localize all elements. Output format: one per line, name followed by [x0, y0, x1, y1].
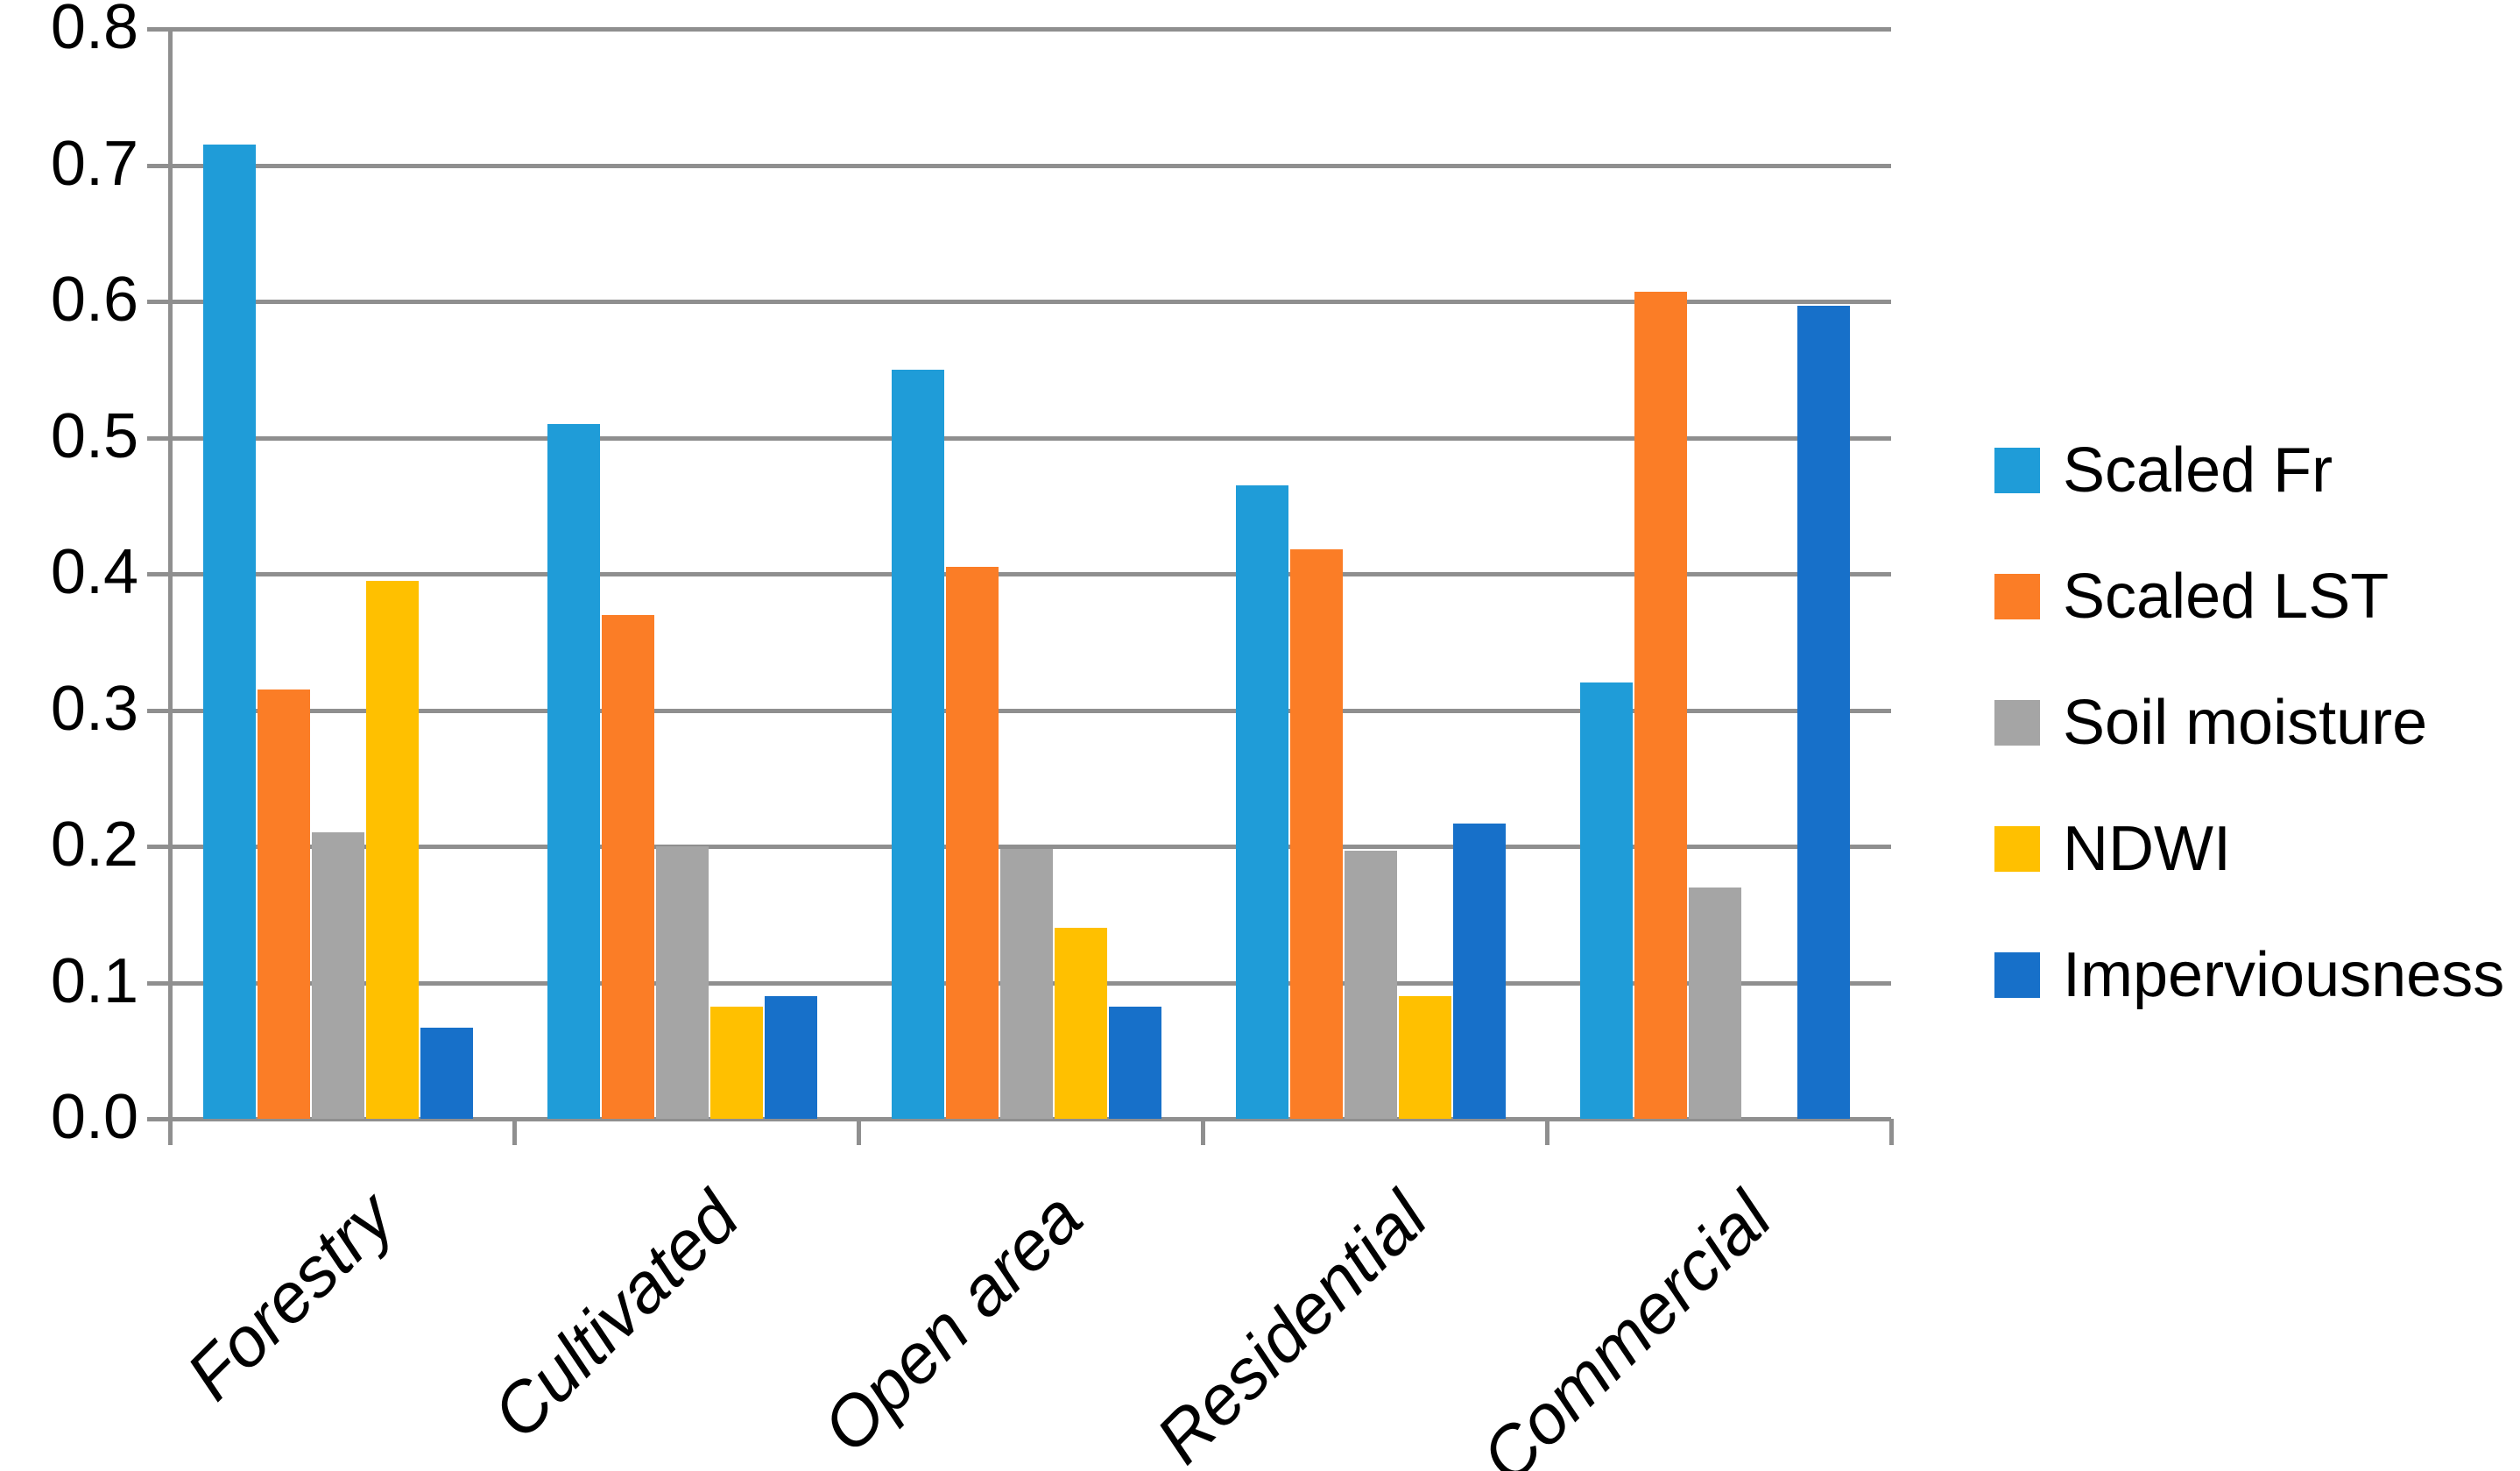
bar-ndwi-residential: [1399, 996, 1451, 1119]
bar-ndwi-forestry: [366, 580, 419, 1119]
bar-scaled-lst-commercial: [1634, 292, 1687, 1119]
y-tick-label: 0.2: [50, 810, 138, 880]
bar-soil-moisture-residential: [1345, 850, 1397, 1119]
bar-scaled-lst-residential: [1290, 549, 1343, 1119]
x-axis-tick: [1201, 1119, 1205, 1145]
bar-soil-moisture-open-area: [1000, 849, 1053, 1119]
legend-swatch-scaled-lst: [1994, 574, 2040, 619]
bar-scaled-fr-cultivated: [547, 423, 600, 1119]
bar-soil-moisture-cultivated: [656, 846, 709, 1119]
bar-ndwi-cultivated: [710, 1007, 763, 1119]
x-axis-tick: [512, 1119, 517, 1145]
bar-ndwi-open-area: [1055, 928, 1107, 1119]
bar-imperviousness-forestry: [420, 1027, 473, 1119]
legend-swatch-imperviousness: [1994, 952, 2040, 998]
y-tick-label: 0.8: [50, 0, 138, 62]
y-tick-label: 0.3: [50, 673, 138, 744]
legend-label-soil-moisture: Soil moisture: [2063, 688, 2428, 758]
legend-swatch-scaled-fr: [1994, 448, 2040, 493]
gridline-0.8: [147, 27, 1891, 32]
gridline-0.6: [147, 300, 1891, 304]
gridline-0.4: [147, 572, 1891, 576]
x-category-label-commercial: Commercial: [1465, 1178, 1786, 1471]
x-axis-tick: [1545, 1119, 1549, 1145]
bar-soil-moisture-commercial: [1689, 887, 1741, 1119]
bar-scaled-lst-forestry: [258, 690, 310, 1119]
y-tick-label: 0.0: [50, 1082, 138, 1152]
bar-scaled-fr-residential: [1236, 484, 1288, 1119]
legend-item-scaled-fr: Scaled Fr: [1994, 437, 2333, 504]
gridline-0.7: [147, 163, 1891, 168]
legend-label-ndwi: NDWI: [2063, 814, 2231, 884]
bar-imperviousness-cultivated: [765, 996, 817, 1119]
gridline-0.3: [147, 708, 1891, 713]
bar-imperviousness-open-area: [1109, 1007, 1161, 1119]
gridline-0.2: [147, 845, 1891, 849]
x-category-label-forestry: Forestry: [172, 1178, 409, 1415]
bar-imperviousness-commercial: [1797, 305, 1850, 1119]
legend-swatch-ndwi: [1994, 826, 2040, 872]
bar-scaled-fr-open-area: [892, 369, 944, 1119]
bar-scaled-fr-commercial: [1580, 682, 1633, 1119]
legend-item-soil-moisture: Soil moisture: [1994, 690, 2427, 756]
x-category-label-open-area: Open area: [808, 1178, 1098, 1467]
x-category-label-cultivated: Cultivated: [477, 1178, 753, 1453]
y-tick-label: 0.4: [50, 537, 138, 607]
legend-label-imperviousness: Imperviousness: [2063, 940, 2505, 1010]
bar-scaled-lst-open-area: [946, 567, 999, 1119]
legend-item-scaled-lst: Scaled LST: [1994, 563, 2389, 630]
y-tick-label: 0.7: [50, 128, 138, 199]
legend-item-ndwi: NDWI: [1994, 816, 2231, 882]
bar-imperviousness-residential: [1453, 823, 1506, 1119]
legend-label-scaled-fr: Scaled Fr: [2063, 435, 2333, 506]
y-tick-label: 0.5: [50, 400, 138, 471]
bar-scaled-lst-cultivated: [602, 614, 654, 1119]
gridline-0.5: [147, 435, 1891, 441]
legend-label-scaled-lst: Scaled LST: [2063, 562, 2389, 632]
bar-scaled-fr-forestry: [203, 145, 256, 1119]
x-axis-tick: [1889, 1119, 1894, 1145]
legend-item-imperviousness: Imperviousness: [1994, 942, 2504, 1008]
bar-soil-moisture-forestry: [312, 832, 364, 1119]
y-tick-label: 0.6: [50, 265, 138, 335]
y-axis-line: [168, 29, 173, 1145]
x-axis-tick: [857, 1119, 861, 1145]
legend-swatch-soil-moisture: [1994, 700, 2040, 746]
x-category-label-residential: Residential: [1140, 1178, 1442, 1471]
gridline-0.0: [147, 1117, 1891, 1121]
y-tick-label: 0.1: [50, 945, 138, 1016]
